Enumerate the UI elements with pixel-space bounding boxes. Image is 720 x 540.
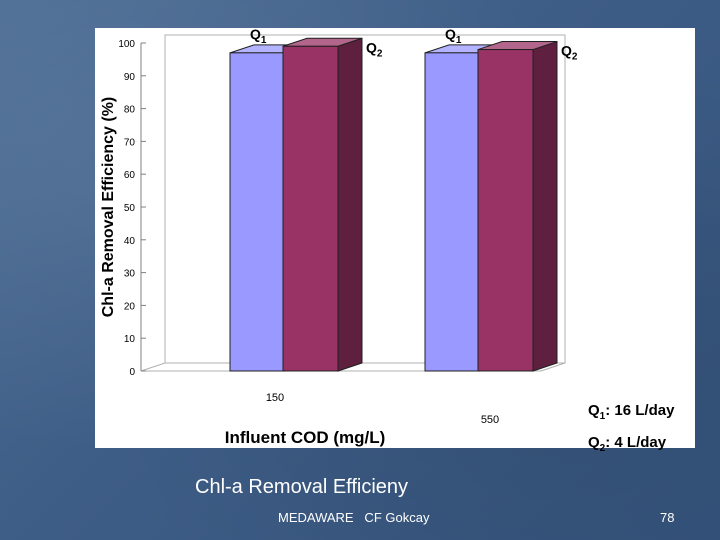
series-label-Q2-550: Q2: [561, 43, 578, 63]
x-tick-label-550: 550: [481, 414, 499, 426]
x-tick-label-150: 150: [266, 392, 284, 404]
y-tick-label-60: 60: [124, 170, 136, 181]
y-tick-label-100: 100: [118, 39, 135, 50]
series-label-Q2-150: Q2: [366, 39, 383, 59]
y-tick-label-40: 40: [124, 236, 136, 247]
y-tick-label-50: 50: [124, 203, 136, 214]
legend-q2-key: Q: [588, 434, 600, 451]
bar-side-Q2-150: [337, 37, 363, 372]
y-axis-title: Chl-a Removal Efficiency (%): [100, 97, 117, 318]
y-tick-label-0: 0: [129, 367, 135, 378]
chart-panel: 0 10 20 30 40 50 60 70 80 90 100 Chl-a Removal Effi…: [95, 28, 695, 448]
bar-Q2-550: [477, 49, 534, 372]
y-tick-label-70: 70: [124, 137, 136, 148]
bar-Q1-150: [229, 52, 286, 372]
x-axis-title: Influent COD (mg/L): [225, 428, 386, 447]
bar-Q2-150: [282, 45, 339, 372]
legend-q2-text: : 4 L/day: [605, 434, 667, 451]
slide-title: Chl-a Removal Efficieny: [195, 476, 409, 498]
page-number: 78: [660, 510, 675, 525]
legend-q1-key: Q: [588, 402, 600, 419]
legend-q2: Q2: 4 L/day: [588, 434, 666, 454]
y-tick-label-90: 90: [124, 72, 136, 83]
legend-q1-text: : 16 L/day: [605, 402, 675, 419]
y-tick-label-80: 80: [124, 105, 136, 116]
bar-side-Q2-550: [532, 40, 558, 372]
series-label-Q1-150: Q1: [250, 28, 267, 46]
bar-Q1-550: [424, 52, 481, 372]
legend-q1-sub: 1: [599, 411, 606, 422]
legend-q2-sub: 2: [599, 443, 606, 454]
y-tick-label-30: 30: [124, 269, 136, 280]
series-label-Q1-550: Q1: [445, 28, 462, 46]
y-tick-label-20: 20: [124, 301, 136, 312]
footer-author: MEDAWARE CF Gokcay: [278, 510, 430, 525]
y-tick-label-10: 10: [124, 334, 136, 345]
bar-chart: 0 10 20 30 40 50 60 70 80 90 100 Chl-a Removal Effi…: [100, 28, 578, 447]
legend-q1: Q1: 16 L/day: [588, 402, 674, 422]
